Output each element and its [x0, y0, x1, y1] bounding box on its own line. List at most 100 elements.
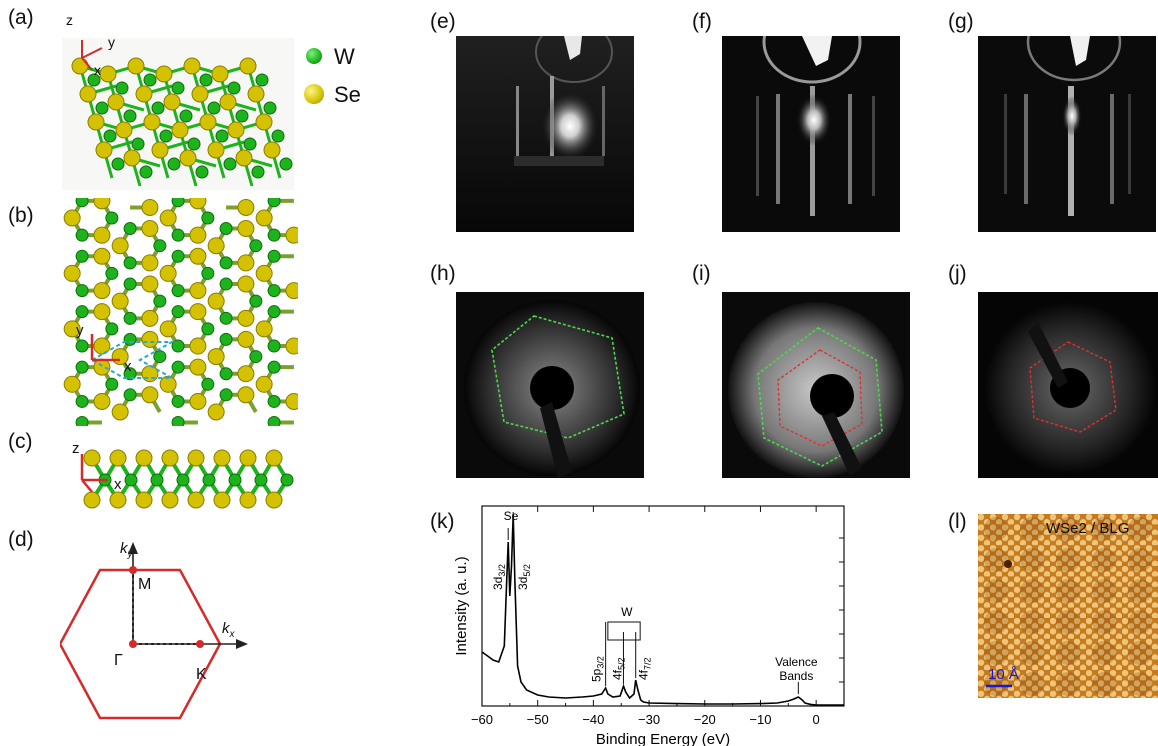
se-atom	[135, 449, 153, 467]
x-tick-label: −50	[527, 712, 549, 727]
panel-label-i: (i)	[692, 262, 711, 285]
se-atom	[107, 93, 125, 111]
se-atom	[155, 65, 173, 83]
se-atom	[265, 449, 283, 467]
se-atom	[213, 491, 231, 509]
stm-image	[978, 514, 1158, 698]
w-atom	[105, 266, 119, 280]
axis-y-label-b: y	[76, 322, 84, 339]
w-atom	[75, 339, 89, 353]
w-atom	[219, 256, 233, 270]
x-tick-label: −10	[749, 712, 771, 727]
se-atom	[187, 449, 205, 467]
x-tick-label: 0	[813, 712, 820, 727]
se-atom	[255, 320, 273, 338]
w-atom	[219, 367, 233, 381]
w-atom	[219, 388, 233, 402]
se-atom	[237, 309, 255, 327]
w-atom	[171, 305, 185, 319]
w-atom	[123, 277, 137, 291]
y-axis-label: Intensity (a. u.)	[453, 556, 470, 655]
se-atom	[237, 198, 255, 216]
w-atom	[115, 81, 129, 95]
se-atom	[207, 292, 225, 310]
w-atom	[171, 81, 185, 95]
se-atom	[63, 209, 81, 227]
stm-scale-label: 10 Å	[988, 666, 1019, 683]
valence-bands-label: Valence Bands	[775, 655, 818, 683]
axis-x-label-b: x	[124, 358, 132, 375]
w-atom	[235, 109, 249, 123]
w-atom	[199, 73, 213, 87]
w-atom	[271, 129, 285, 143]
se-atom	[237, 220, 255, 238]
m-point-label: M	[138, 576, 152, 593]
se-atom	[141, 220, 159, 238]
x-tick-label: −30	[638, 712, 660, 727]
se-atom	[63, 320, 81, 338]
se-atom	[111, 292, 129, 310]
w-atom	[201, 211, 215, 225]
w-atom	[279, 157, 293, 171]
panel-label-e: (e)	[430, 10, 456, 33]
se-atom	[109, 449, 127, 467]
se-atom	[141, 365, 159, 383]
se-3d52-label: 3d5/2	[516, 564, 532, 590]
w-atom	[75, 284, 89, 298]
panel-label-j: (j)	[948, 262, 967, 285]
w-atom	[171, 249, 185, 263]
se-atom	[159, 209, 177, 227]
w-atom	[75, 198, 89, 208]
se-atom	[95, 141, 113, 159]
se-atom-icon	[304, 84, 324, 104]
se-atom	[161, 449, 179, 467]
w-atom	[202, 473, 216, 487]
se-atom	[255, 113, 273, 131]
se-atom	[237, 275, 255, 293]
w-atom	[201, 377, 215, 391]
w-atom	[187, 137, 201, 151]
se-atom	[79, 85, 97, 103]
se-atom	[191, 85, 209, 103]
se-atom	[127, 57, 145, 75]
w-atom	[87, 73, 101, 87]
w-atom	[153, 350, 167, 364]
w-atom	[171, 198, 185, 208]
w-atom	[201, 266, 215, 280]
se-atom	[207, 348, 225, 366]
w-atom	[143, 73, 157, 87]
leed-pattern-h	[456, 292, 644, 478]
w-atom	[243, 137, 257, 151]
w-atom	[263, 101, 277, 115]
se-atom	[159, 375, 177, 393]
se-atom	[163, 93, 181, 111]
se-atom	[189, 358, 207, 376]
w-atom	[131, 137, 145, 151]
w-atom	[123, 367, 137, 381]
se-atom	[111, 403, 129, 421]
se-atom	[207, 403, 225, 421]
w-atom	[267, 228, 281, 242]
se-atom	[237, 254, 255, 272]
honeycomb-top-view	[63, 198, 298, 426]
se-atom	[285, 226, 298, 244]
se-atom	[285, 282, 298, 300]
crystal-3d-view	[62, 38, 294, 190]
panel-label-d: (d)	[8, 528, 34, 551]
w-atom	[280, 473, 294, 487]
se-atom	[135, 85, 153, 103]
unit-cell-outline	[89, 341, 176, 379]
w-atom	[171, 394, 185, 408]
w-atom	[201, 322, 215, 336]
axis-z-label-c: z	[72, 440, 80, 457]
se-atom	[239, 57, 257, 75]
se-atom	[93, 198, 111, 210]
se-atom	[93, 282, 111, 300]
rheed-image-e	[456, 36, 634, 232]
w-atom	[171, 339, 185, 353]
w-label: W	[621, 605, 633, 619]
se-atom	[63, 264, 81, 282]
se-atom	[187, 491, 205, 509]
se-atom	[141, 386, 159, 404]
se-atom	[213, 449, 231, 467]
